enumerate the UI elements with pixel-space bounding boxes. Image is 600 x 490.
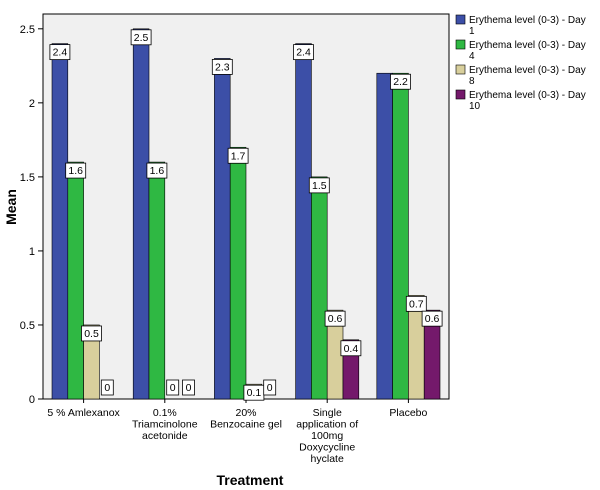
bar <box>295 43 312 400</box>
x-tick-label: 0.1% Triamcinolone acetonide <box>132 407 198 442</box>
data-label-box <box>324 310 346 327</box>
x-tick-label-line: Doxycycline <box>299 442 355 454</box>
legend-label: Erythema level (0-3) - Day 8 <box>469 65 586 87</box>
bar <box>51 43 69 400</box>
x-axis-title: Treatment <box>217 472 284 488</box>
data-label-box <box>211 59 233 75</box>
data-label: 0 <box>267 382 273 394</box>
data-label: 1.5 <box>312 180 327 192</box>
legend-label: Erythema level (0-3) - Day 1 <box>469 15 586 37</box>
x-tick-label-line: acetonide <box>142 430 188 442</box>
x-tick-label-line: 5 % Amlexanox <box>47 407 120 419</box>
bar <box>83 324 100 400</box>
x-tick-label-line: hyclate <box>311 453 344 465</box>
data-label: 0 <box>170 382 176 394</box>
bar <box>148 161 166 400</box>
data-label: 0 <box>104 382 110 394</box>
y-tick-label: 1.5 <box>20 172 35 184</box>
legend-label-line: Erythema level (0-3) - Day <box>469 65 586 76</box>
data-label-box <box>227 147 249 164</box>
legend-swatch <box>455 89 466 100</box>
bar <box>67 161 84 400</box>
x-tick-label: 20% Benzocaine gel <box>210 407 282 431</box>
data-label-box <box>49 44 71 61</box>
data-label-box <box>130 29 152 46</box>
data-label-box <box>65 162 87 179</box>
data-label: 2.4 <box>53 47 68 59</box>
data-label-box <box>405 295 427 312</box>
legend-swatch <box>455 39 466 50</box>
data-label-box <box>390 73 411 90</box>
x-tick-label-line: 20% <box>235 407 256 419</box>
x-tick-label-line: Placebo <box>389 407 427 419</box>
data-label: 0.6 <box>425 313 440 325</box>
y-tick-label: 0.5 <box>20 320 35 332</box>
data-label: 1.7 <box>231 150 246 162</box>
data-label: 1.6 <box>68 165 83 177</box>
bar <box>423 309 441 400</box>
x-tick-label: 5 % Amlexanox <box>47 407 120 419</box>
legend-label: Erythema level (0-3) - Day 4 <box>469 40 586 62</box>
data-label-box <box>293 44 314 61</box>
legend-swatch <box>455 64 466 75</box>
x-tick-label-line: Benzocaine gel <box>210 419 282 431</box>
x-tick-label-line: Single <box>313 407 342 419</box>
data-label-box <box>146 162 168 179</box>
y-axis-title: Mean <box>3 189 19 225</box>
data-label-box <box>421 310 443 327</box>
data-label: 2.3 <box>215 61 230 73</box>
bar <box>376 72 393 400</box>
bar <box>311 176 328 400</box>
data-label: 1.6 <box>150 165 165 177</box>
legend-swatch <box>455 14 466 25</box>
y-tick-label: 2 <box>29 98 35 110</box>
bars-group <box>51 28 441 400</box>
data-labels-group: 2.41.60.502.51.60 02.31.70.1 02.41.50.60.4… <box>49 29 443 401</box>
data-label: 0.7 <box>409 298 424 310</box>
data-label: 2.2 <box>393 76 408 88</box>
bar <box>214 58 231 400</box>
x-tick-label-line: 100mg <box>311 430 343 442</box>
data-label: 0.5 <box>84 328 99 340</box>
legend-label: Erythema level (0-3) - Day 10 <box>469 90 586 112</box>
legend-label-line: Erythema level (0-3) - Day <box>469 15 586 26</box>
legend-label-line: Erythema level (0-3) - Day <box>469 40 586 51</box>
x-axis: 5 % Amlexanox 0.1% Triamcinolone acetonide 2… <box>47 399 428 465</box>
y-tick-label: 0 <box>29 394 35 406</box>
legend-label-line: 4 <box>469 51 475 62</box>
y-tick-label: 2.5 <box>20 24 35 36</box>
legend-label-line: 1 <box>469 26 475 37</box>
data-label: 2.4 <box>296 47 311 59</box>
data-label-box <box>263 379 277 396</box>
data-label: 0.4 <box>344 343 359 355</box>
x-tick-label: Single application of 100mg Doxycycline hycl… <box>296 407 358 465</box>
data-label: 0.1 <box>247 387 262 399</box>
x-tick-label-line: 0.1% <box>153 407 177 419</box>
x-tick-label: Placebo <box>389 407 427 419</box>
data-label-box <box>81 325 102 342</box>
data-label-box <box>308 177 330 194</box>
legend-label-line: 10 <box>469 101 481 112</box>
x-tick-label-line: Triamcinolone <box>132 419 198 431</box>
legend-label-line: 8 <box>469 76 475 87</box>
data-label-box <box>100 379 114 396</box>
data-label: 0 <box>186 382 192 394</box>
x-tick-label-line: application of <box>296 419 358 431</box>
y-tick-label: 1 <box>29 246 35 258</box>
bar <box>229 146 247 400</box>
data-label-box <box>166 379 180 396</box>
bar <box>132 28 150 400</box>
data-label: 2.5 <box>134 32 149 44</box>
data-label: 0.6 <box>328 313 343 325</box>
y-axis: 0 0.5 1 1.5 2 2.5 <box>20 24 43 406</box>
data-label-box <box>182 379 195 396</box>
legend-label-line: Erythema level (0-3) - Day <box>469 90 586 101</box>
bar <box>392 72 409 400</box>
data-label-box <box>340 340 362 357</box>
